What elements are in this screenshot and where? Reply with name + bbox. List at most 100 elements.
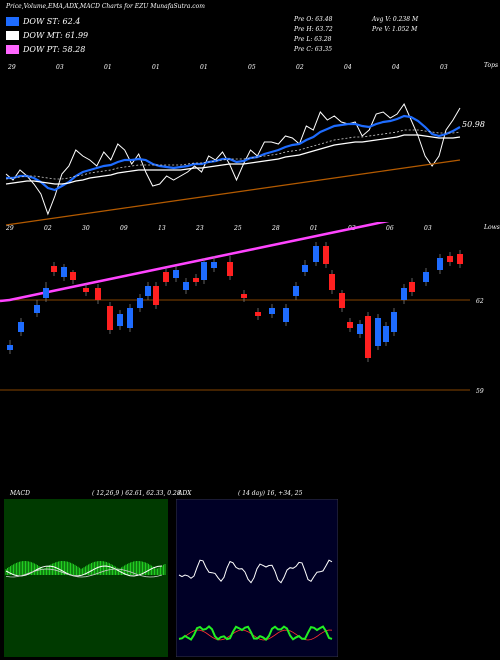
candle-body bbox=[302, 265, 308, 272]
candle-body bbox=[83, 288, 89, 292]
candle-body bbox=[201, 262, 207, 280]
legend-dow-pt: DOW PT: 58.28 bbox=[6, 43, 85, 56]
stat-avg-volume: Avg V: 0.238 M bbox=[372, 16, 419, 23]
adx-plus-di-line bbox=[178, 625, 333, 641]
date-tick-label: 02 bbox=[296, 64, 304, 71]
date-tick-label: 06 bbox=[386, 225, 394, 232]
legend-swatch-st bbox=[6, 17, 19, 26]
candle-body bbox=[34, 305, 40, 313]
date-tick-label: 29 bbox=[5, 225, 14, 232]
level-62-label: 62 bbox=[476, 298, 484, 305]
legend-dow-mt: DOW MT: 61.99 bbox=[6, 29, 88, 42]
macd-title: MACD bbox=[10, 490, 30, 497]
legend-swatch-mt bbox=[6, 31, 19, 40]
adx-title: ADX bbox=[178, 490, 192, 497]
stat-high: Pre H: 63.72 bbox=[294, 26, 333, 33]
candle-body bbox=[313, 246, 319, 262]
date-tick-label: 01 bbox=[104, 64, 112, 71]
date-tick-label: 28 bbox=[271, 225, 280, 232]
candle-body bbox=[193, 278, 199, 282]
candle-body bbox=[269, 308, 275, 314]
date-tick-label: 02 bbox=[44, 225, 52, 232]
candle-body bbox=[173, 270, 179, 278]
adx-background bbox=[176, 499, 338, 657]
legend-dow-st: DOW ST: 62.4 bbox=[6, 15, 80, 28]
legend-label-pt: DOW PT: 58.28 bbox=[23, 45, 86, 54]
adx-params: ( 14 day) 16, +34, 25 bbox=[238, 490, 303, 497]
macd-background bbox=[4, 499, 168, 657]
date-tick-label: 03 bbox=[440, 64, 448, 71]
stat-open: Pre O: 63.48 bbox=[294, 16, 333, 23]
macd-chart bbox=[4, 499, 168, 657]
candle-body bbox=[227, 262, 233, 276]
lows-label: Lows bbox=[484, 224, 500, 231]
candle-body bbox=[383, 326, 389, 342]
series-line-ema_mid bbox=[5, 134, 461, 185]
candle-body bbox=[447, 256, 453, 262]
date-tick-label: 30 bbox=[82, 225, 90, 232]
date-tick-label: 03 bbox=[424, 225, 432, 232]
candle-body bbox=[457, 254, 463, 264]
series-line-ema_short bbox=[6, 114, 461, 192]
date-tick-label: 04 bbox=[344, 64, 352, 71]
adx-line bbox=[178, 559, 333, 584]
candle-body bbox=[18, 322, 24, 332]
legend-label-mt: DOW MT: 61.99 bbox=[23, 31, 89, 40]
candle-body bbox=[409, 282, 415, 292]
series-line-ema-dashed bbox=[5, 129, 461, 180]
legend-swatch-pt bbox=[6, 45, 19, 54]
candle-body bbox=[401, 288, 407, 300]
candle-body bbox=[43, 288, 49, 298]
date-tick-label: 05 bbox=[248, 64, 256, 71]
series-line-close bbox=[5, 102, 461, 216]
date-tick-label: 04 bbox=[392, 64, 400, 71]
date-tick-label: 03 bbox=[56, 64, 64, 71]
candle-body bbox=[283, 308, 289, 322]
price-ema-chart: 29 03 01 01 01 05 02 04 04 03 bbox=[5, 64, 461, 226]
candle-body bbox=[70, 272, 76, 280]
adx-minus-di-line bbox=[178, 629, 333, 641]
date-tick-label: 23 bbox=[195, 225, 204, 232]
candle-body bbox=[183, 282, 189, 290]
candle-body bbox=[255, 312, 261, 316]
candle-body bbox=[153, 286, 159, 305]
candle-body bbox=[107, 306, 113, 330]
candle-body bbox=[163, 272, 169, 282]
candle-body bbox=[211, 262, 217, 268]
macd-params: ( 12,26,9 ) 62.61, 62.33, 0.28 bbox=[92, 490, 181, 497]
date-tick-label: 29 bbox=[7, 64, 16, 71]
candle-body bbox=[391, 312, 397, 332]
adx-chart bbox=[176, 499, 338, 657]
candle-body bbox=[339, 293, 345, 308]
candle-body bbox=[347, 322, 353, 328]
candlestick-chart: 29 02 30 09 13 23 25 28 01 03 06 03 bbox=[0, 222, 470, 391]
date-tick-label: 25 bbox=[233, 225, 242, 232]
stat-close: Pre C: 63.35 bbox=[294, 46, 333, 53]
date-tick-label: 01 bbox=[152, 64, 160, 71]
ema-value-label: 50.98 bbox=[462, 120, 485, 129]
candle-body bbox=[7, 345, 13, 350]
date-tick-label: 13 bbox=[158, 225, 166, 232]
legend-label-st: DOW ST: 62.4 bbox=[23, 17, 81, 26]
candle-body bbox=[127, 308, 133, 328]
date-tick-label: 01 bbox=[310, 225, 318, 232]
candle-body bbox=[137, 298, 143, 308]
stat-prev-volume: Pre V: 1.052 M bbox=[372, 26, 418, 33]
candle-body bbox=[145, 286, 151, 296]
candle-body bbox=[329, 274, 335, 290]
stat-low: Pre L: 63.28 bbox=[294, 36, 332, 43]
candle-body bbox=[375, 318, 381, 346]
candle-body bbox=[423, 272, 429, 282]
candle-body bbox=[293, 286, 299, 296]
candle-body bbox=[323, 246, 329, 264]
candle-body bbox=[365, 316, 371, 358]
macd-signal-line bbox=[5, 568, 163, 578]
candle-body bbox=[95, 288, 101, 300]
series-line-ema_long bbox=[5, 159, 461, 226]
candle-body bbox=[357, 324, 363, 334]
tops-label: Tops bbox=[484, 62, 499, 69]
chart-title: Price,Volume,EMA,ADX,MACD Charts for EZU… bbox=[6, 3, 205, 10]
candle-body bbox=[51, 266, 57, 272]
level-59-label: 59 bbox=[476, 388, 484, 395]
candle-body bbox=[437, 258, 443, 270]
